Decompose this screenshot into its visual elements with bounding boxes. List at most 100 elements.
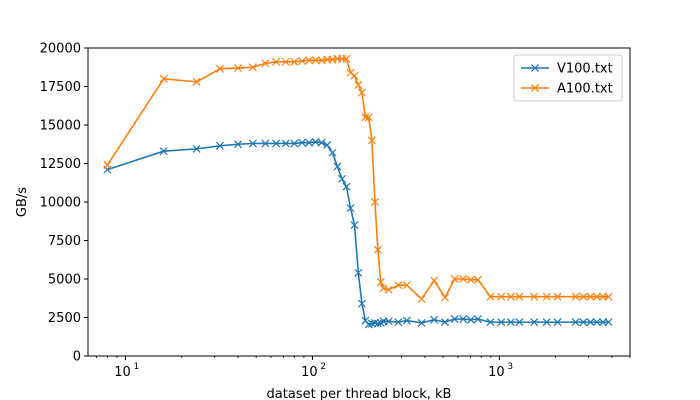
data-point xyxy=(542,292,551,301)
x-tick-label: 10 xyxy=(301,365,318,380)
data-point xyxy=(466,315,475,324)
legend-marker xyxy=(530,63,540,73)
data-point xyxy=(261,59,270,68)
data-point xyxy=(342,182,351,191)
legend-label: V100.txt xyxy=(557,62,613,77)
data-point xyxy=(473,315,482,324)
data-point xyxy=(394,318,403,327)
data-point xyxy=(592,318,601,327)
data-point xyxy=(553,318,562,327)
y-tick-label: 17500 xyxy=(40,80,81,95)
data-point xyxy=(486,318,495,327)
data-point xyxy=(586,318,595,327)
legend-item: A100.txt xyxy=(521,82,613,97)
data-point xyxy=(367,319,376,328)
data-point xyxy=(384,285,393,294)
x-tick-label: 10 xyxy=(488,365,505,380)
data-point xyxy=(192,144,201,153)
data-point xyxy=(346,204,355,213)
data-point xyxy=(298,138,307,147)
series-1 xyxy=(103,137,613,329)
data-point xyxy=(350,221,359,230)
data-point xyxy=(515,292,524,301)
legend: V100.txt A100.txt xyxy=(513,54,623,102)
data-point xyxy=(530,292,539,301)
data-point xyxy=(579,318,588,327)
data-point xyxy=(350,71,359,80)
data-point xyxy=(354,268,363,277)
data-point xyxy=(542,318,551,327)
data-point xyxy=(459,274,468,284)
x-axis: 10 1 10 2 10 3 xyxy=(96,356,631,380)
data-point xyxy=(586,292,595,301)
data-point xyxy=(357,88,366,97)
data-point xyxy=(333,162,342,171)
data-point xyxy=(159,74,168,83)
data-point xyxy=(281,139,290,148)
data-point xyxy=(370,318,379,327)
data-point xyxy=(346,68,355,77)
data-point xyxy=(417,318,426,327)
y-tick-label: 5000 xyxy=(48,273,81,288)
data-point xyxy=(364,113,373,122)
data-point xyxy=(261,139,270,148)
data-point xyxy=(305,56,314,65)
data-point xyxy=(402,281,411,290)
y-tick-label: 15000 xyxy=(40,119,81,134)
y-tick-label: 7500 xyxy=(48,234,81,249)
y-tick-label: 0 xyxy=(73,350,81,365)
y-tick-label: 10000 xyxy=(40,196,81,211)
data-point xyxy=(159,147,168,156)
data-point xyxy=(430,276,439,285)
data-point xyxy=(342,54,351,63)
legend-item: V100.txt xyxy=(521,62,613,77)
data-point xyxy=(450,274,459,284)
legend-marker xyxy=(530,83,540,93)
data-point xyxy=(466,275,475,284)
data-point xyxy=(305,138,314,147)
data-point xyxy=(317,138,326,147)
data-point xyxy=(592,292,601,301)
data-point xyxy=(248,63,257,72)
data-point xyxy=(234,140,243,149)
data-point xyxy=(338,174,347,183)
data-point xyxy=(430,315,439,324)
data-point xyxy=(311,56,320,65)
data-point xyxy=(506,318,515,327)
data-point xyxy=(604,318,613,327)
x-tick-exponent: 3 xyxy=(507,362,513,372)
y-axis: 0 2500 5000 7500 10000 12500 15000 17500 20000 xyxy=(40,42,88,365)
data-point xyxy=(571,292,580,301)
data-point xyxy=(361,113,370,122)
x-tick-label: 10 xyxy=(114,365,131,380)
data-point xyxy=(370,197,379,207)
data-point xyxy=(290,57,299,66)
data-point xyxy=(367,136,376,145)
legend-box xyxy=(513,54,623,102)
data-point xyxy=(323,140,332,150)
data-point xyxy=(486,292,495,301)
data-point xyxy=(373,319,382,328)
data-point xyxy=(379,284,388,293)
data-point xyxy=(298,57,307,66)
data-point xyxy=(402,316,411,325)
data-point xyxy=(272,139,281,148)
data-point xyxy=(530,318,539,327)
y-axis-label: GB/s xyxy=(15,187,30,217)
data-point xyxy=(440,318,450,327)
plot-frame xyxy=(87,47,631,357)
data-point xyxy=(579,292,588,301)
data-point xyxy=(215,141,224,150)
data-point xyxy=(234,63,243,73)
data-point xyxy=(473,275,482,284)
data-point xyxy=(440,293,450,302)
data-point xyxy=(506,292,515,301)
y-tick-label: 20000 xyxy=(40,42,81,57)
data-point xyxy=(328,148,337,157)
data-point xyxy=(290,139,299,148)
data-point xyxy=(248,139,257,148)
data-point xyxy=(272,57,281,66)
data-point xyxy=(384,317,393,326)
data-point xyxy=(373,245,382,254)
